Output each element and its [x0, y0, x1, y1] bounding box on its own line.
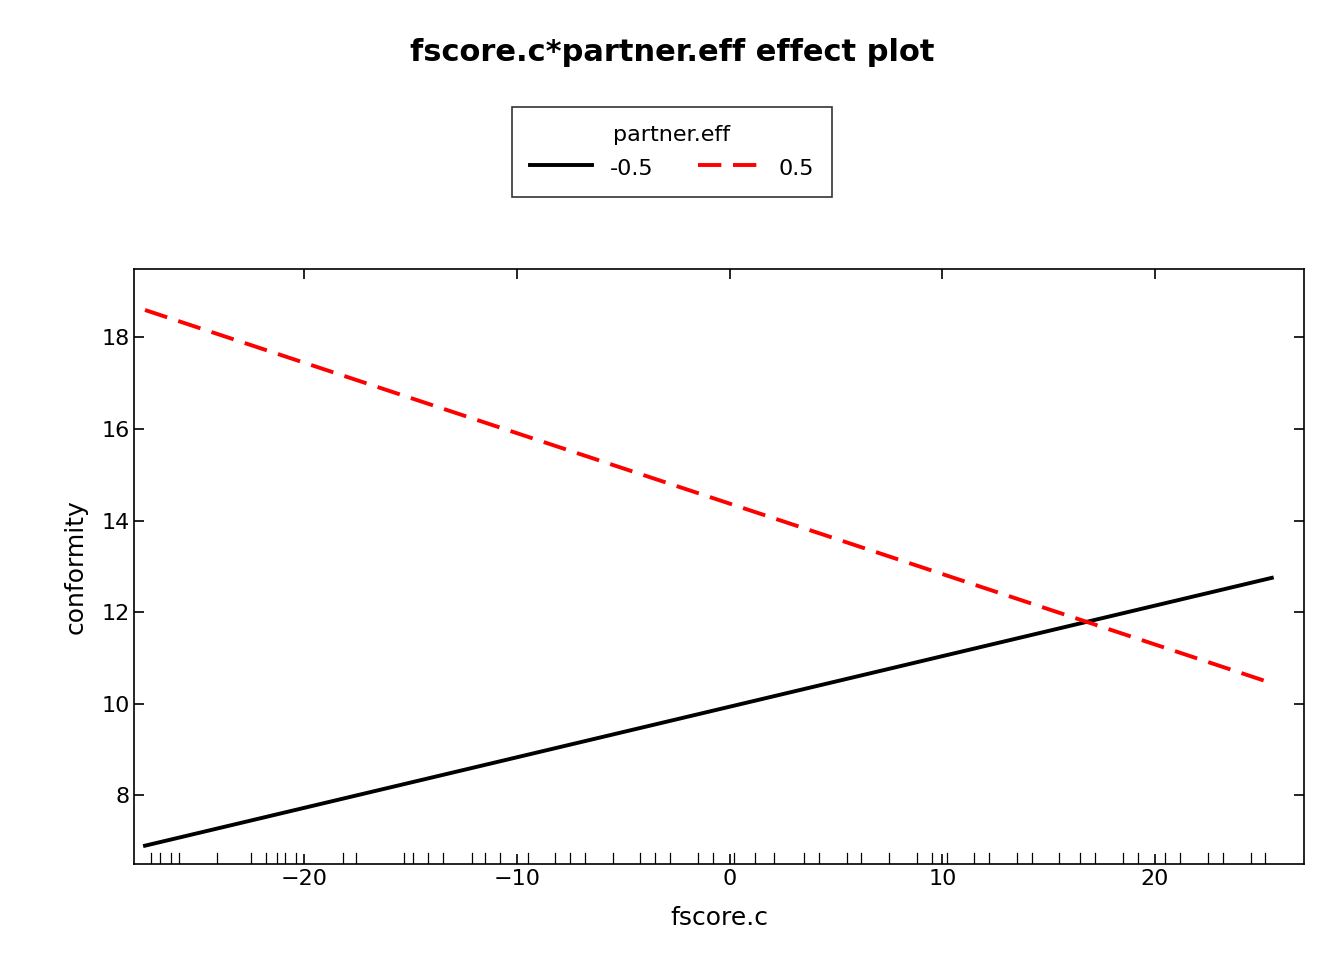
Legend: -0.5, 0.5: -0.5, 0.5: [512, 108, 832, 197]
Y-axis label: conformity: conformity: [63, 499, 87, 634]
Text: fscore.c*partner.eff effect plot: fscore.c*partner.eff effect plot: [410, 38, 934, 67]
X-axis label: fscore.c: fscore.c: [671, 905, 767, 929]
